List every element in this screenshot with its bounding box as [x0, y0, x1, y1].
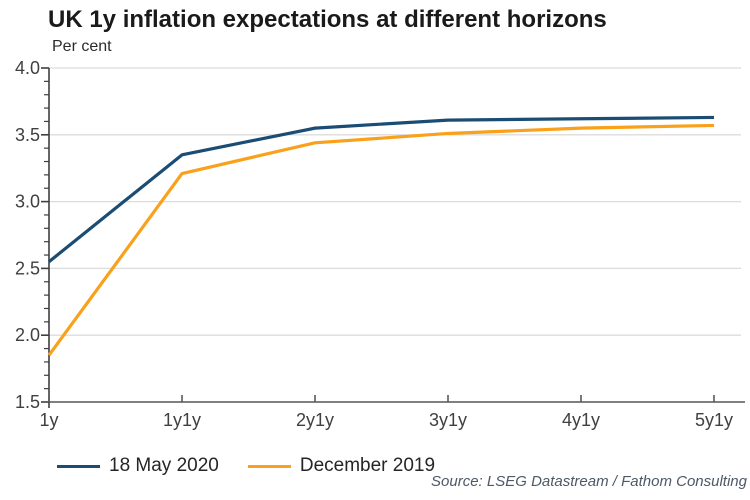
- legend-item: December 2019: [247, 455, 436, 477]
- y-tick-label: 2.0: [15, 325, 40, 345]
- legend-label: 18 May 2020: [109, 455, 219, 476]
- x-tick-label: 4y1y: [562, 410, 600, 430]
- x-tick-label: 3y1y: [429, 410, 467, 430]
- series-line-1: [47, 115, 715, 263]
- chart-legend: 18 May 2020 December 2019: [57, 455, 435, 477]
- x-tick-label: 1y1y: [163, 410, 201, 430]
- chart-unit-label: Per cent: [52, 38, 112, 55]
- legend-swatch-line: [247, 464, 291, 468]
- chart-title: UK 1y inflation expectations at differen…: [48, 6, 607, 33]
- y-tick-label: 1.5: [15, 392, 40, 412]
- y-tick-label: 4.0: [15, 58, 40, 78]
- source-note: Source: LSEG Datastream / Fathom Consult…: [431, 473, 747, 490]
- legend-item: 18 May 2020: [57, 455, 219, 477]
- legend-label: December 2019: [299, 455, 436, 476]
- legend-swatch-line: [57, 464, 100, 468]
- x-tick-label: 2y1y: [296, 410, 334, 430]
- y-tick-label: 2.5: [15, 258, 40, 278]
- x-tick-label: 1y: [39, 410, 58, 430]
- y-tick-label: 3.5: [15, 125, 40, 145]
- series-line-2: [47, 123, 715, 357]
- x-tick-label: 5y1y: [695, 410, 733, 430]
- y-tick-label: 3.0: [15, 192, 40, 212]
